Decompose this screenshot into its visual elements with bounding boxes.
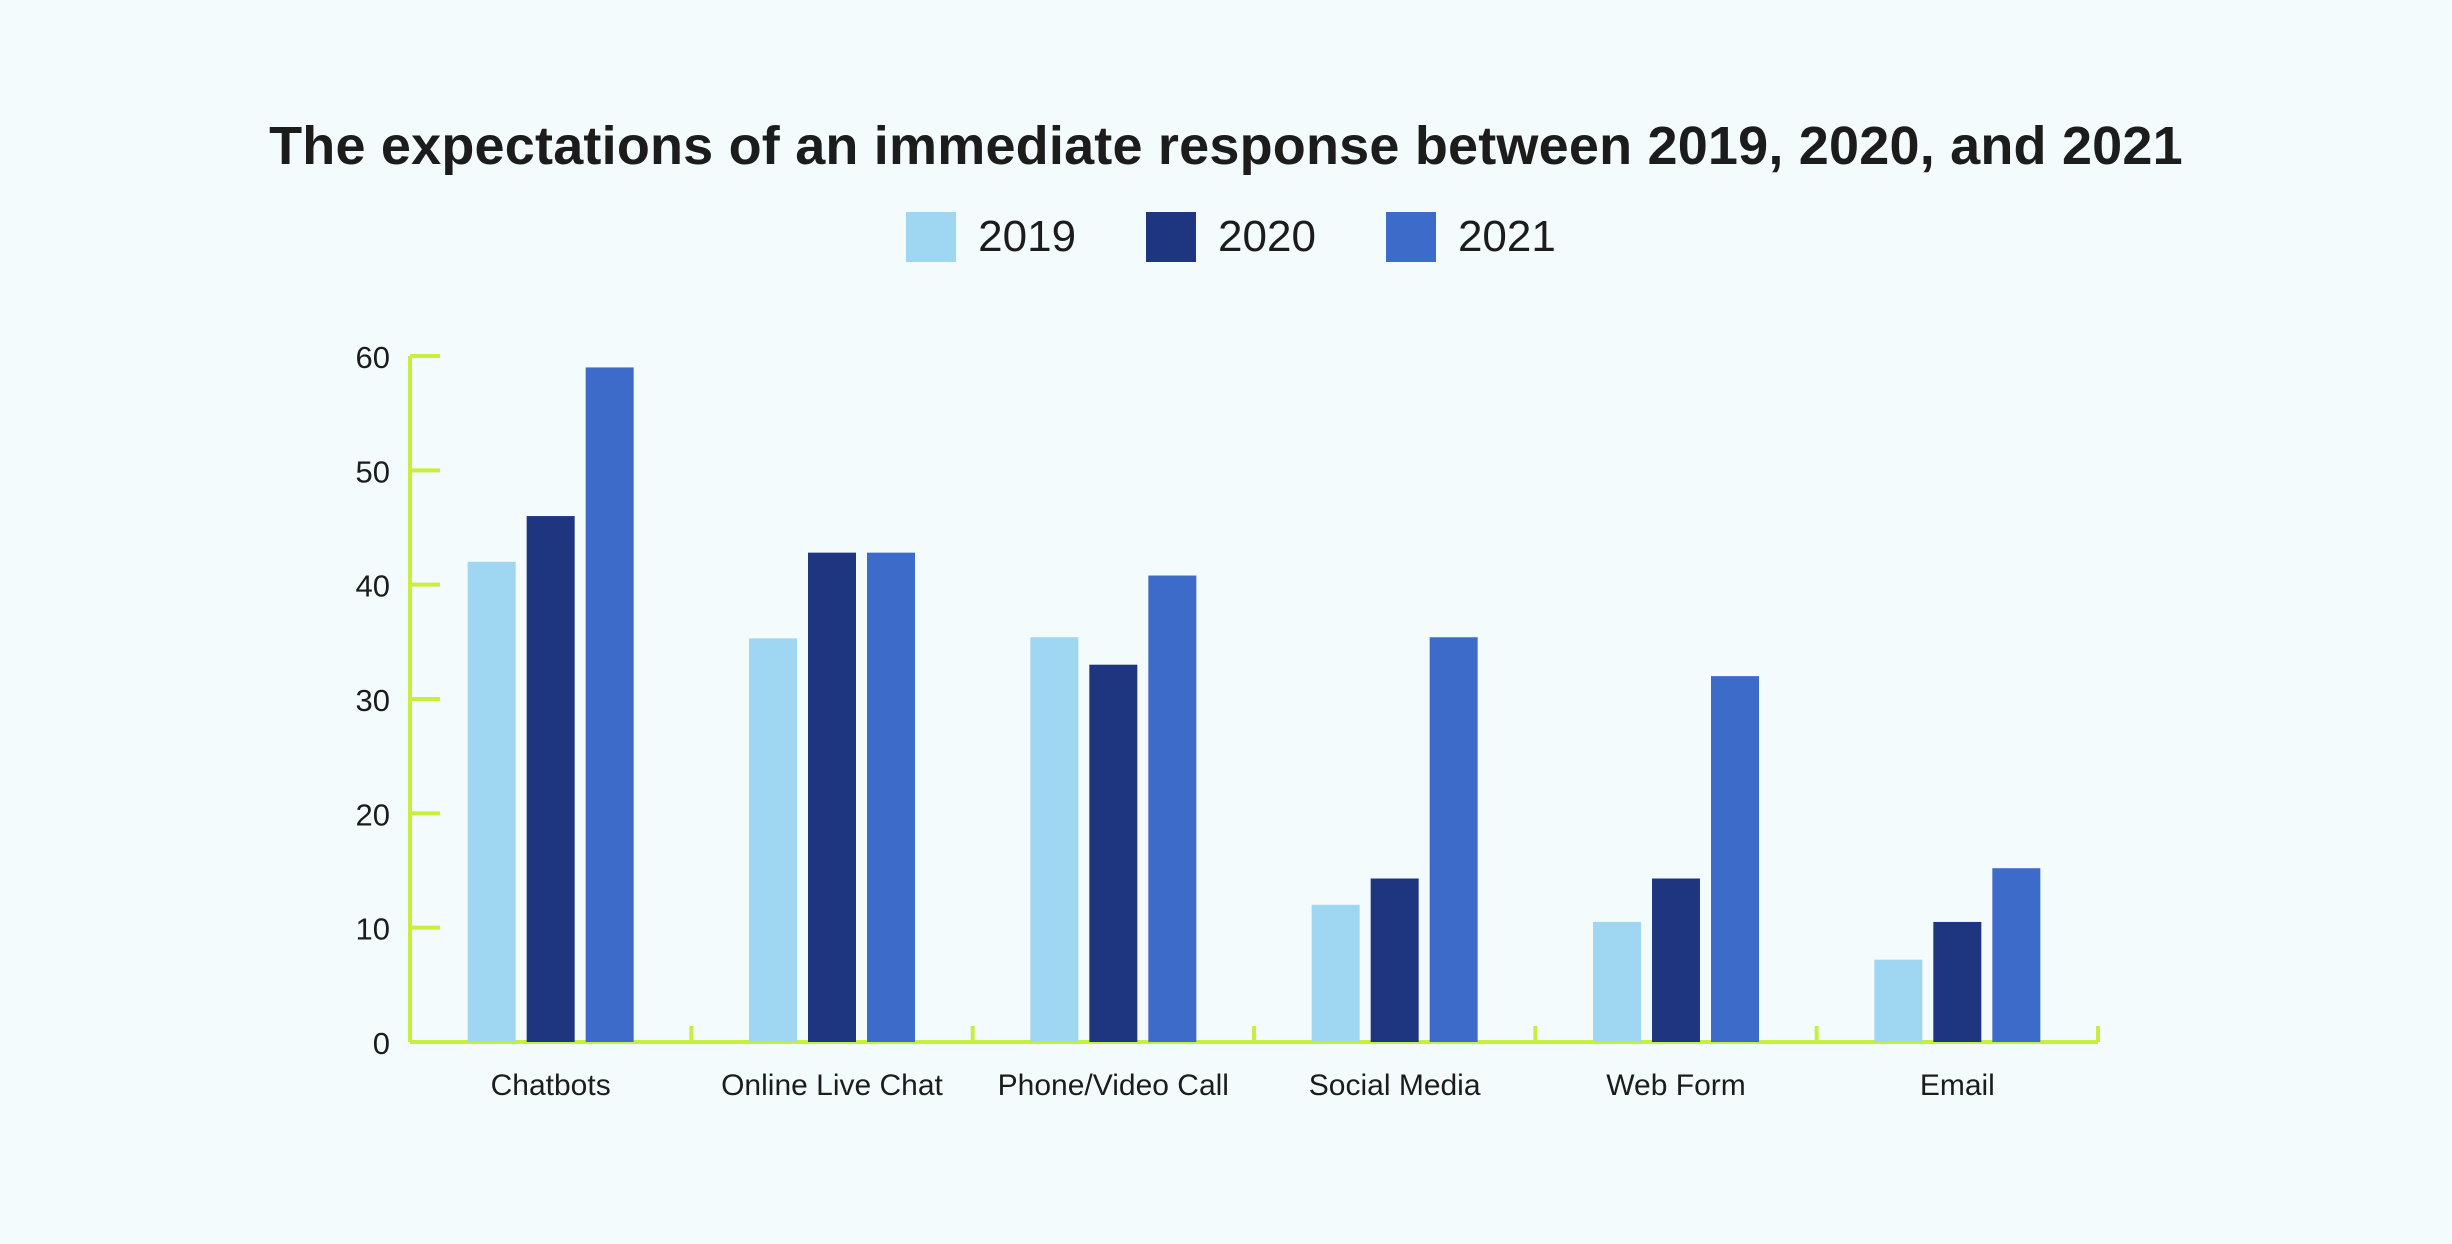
y-tick-label-40: 40 (356, 569, 390, 604)
legend-swatch-2019 (906, 212, 957, 262)
chart-title: The expectations of an immediate respons… (269, 116, 2183, 176)
x-tick-label-online-live-chat: Online Live Chat (721, 1069, 943, 1102)
bar-social-media-2019 (1311, 904, 1360, 1042)
legend-label-2021: 2021 (1457, 212, 1556, 261)
bar-phone-video-call-2021 (1148, 575, 1197, 1042)
y-tick-label-0: 0 (373, 1026, 390, 1061)
bar-online-live-chat-2021 (867, 552, 915, 1042)
x-tick-label-email: Email (1920, 1069, 1995, 1102)
bar-social-media-2021 (1429, 637, 1478, 1042)
bar-email-2021 (1992, 868, 2041, 1042)
y-tick-label-30: 30 (356, 683, 390, 718)
x-tick-label-social-media: Social Media (1309, 1069, 1481, 1102)
bar-web-form-2020 (1652, 878, 1700, 1042)
x-tick-label-web-form: Web Form (1606, 1069, 1745, 1102)
legend-item-2019: 2019 (906, 212, 1076, 262)
bar-chatbots-2020 (526, 516, 575, 1042)
y-tick-label-60: 60 (356, 340, 390, 375)
legend-swatch-2021 (1385, 212, 1436, 262)
legend-item-2020: 2020 (1146, 212, 1316, 262)
bar-online-live-chat-2019 (749, 638, 797, 1042)
x-tick-label-phone-video-call: Phone/Video Call (998, 1069, 1229, 1102)
bar-email-2019 (1874, 959, 1923, 1042)
bar-email-2020 (1933, 921, 1982, 1042)
y-tick-label-50: 50 (356, 454, 390, 489)
bar-chatbots-2021 (585, 367, 634, 1042)
bar-web-form-2021 (1711, 676, 1759, 1042)
bar-phone-video-call-2020 (1089, 664, 1138, 1042)
bar-online-live-chat-2020 (808, 552, 856, 1042)
y-tick-label-10: 10 (356, 912, 390, 947)
legend-swatch-2020 (1146, 212, 1197, 262)
y-tick-label-20: 20 (356, 797, 390, 832)
legend-label-2019: 2019 (978, 212, 1077, 261)
legend: 2019 2020 2021 (0, 212, 2452, 262)
legend-label-2020: 2020 (1218, 212, 1316, 261)
x-tick-label-chatbots: Chatbots (491, 1069, 611, 1102)
bar-social-media-2020 (1370, 878, 1419, 1042)
bar-web-form-2019 (1593, 921, 1641, 1042)
legend-item-2021: 2021 (1385, 212, 1556, 262)
bar-chatbots-2019 (467, 561, 516, 1042)
bar-phone-video-call-2019 (1030, 637, 1079, 1042)
